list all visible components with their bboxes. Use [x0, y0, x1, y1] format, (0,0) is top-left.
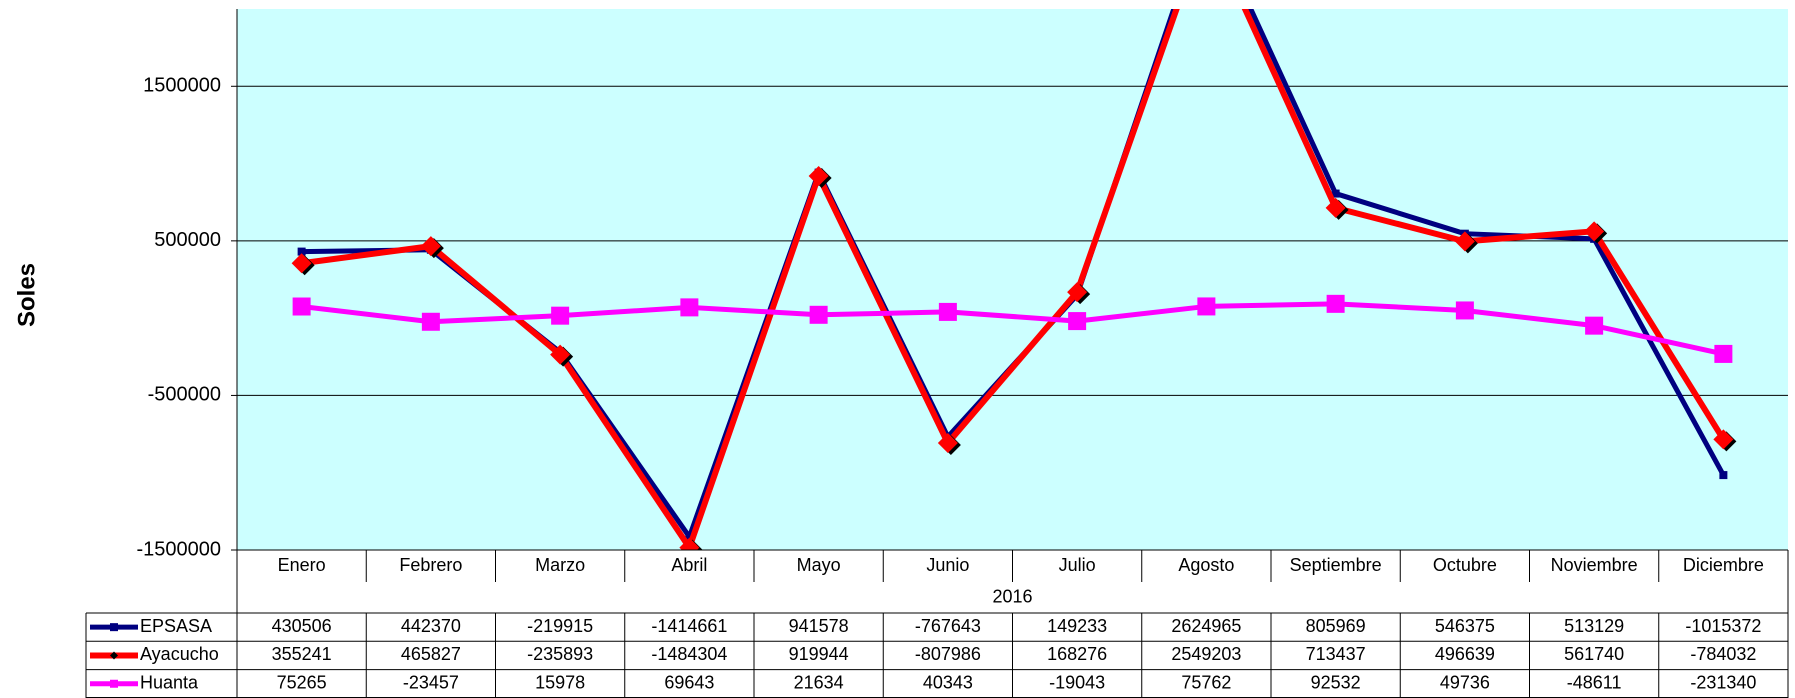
marker: [809, 305, 828, 324]
table-value: 442370: [401, 616, 461, 636]
marker: [938, 302, 957, 321]
table-value: -807986: [915, 644, 981, 664]
table-value: 69643: [664, 673, 714, 693]
table-value: -23457: [403, 673, 459, 693]
marker: [680, 298, 699, 317]
table-value: 75265: [277, 673, 327, 693]
marker: [1719, 471, 1728, 480]
x-group-label: 2016: [992, 586, 1032, 606]
x-tick-label: Agosto: [1178, 555, 1234, 575]
marker: [679, 537, 700, 550]
x-tick-label: Septiembre: [1290, 555, 1382, 575]
marker: [1455, 301, 1474, 320]
marker: [937, 433, 958, 454]
series-line: [301, 9, 1726, 550]
marker: [1713, 429, 1734, 450]
table-value: -231340: [1690, 673, 1756, 693]
y-tick-label: -500000: [148, 384, 221, 406]
table-value: 21634: [794, 673, 844, 693]
x-tick-label: Mayo: [797, 555, 841, 575]
x-tick-label: Enero: [278, 555, 326, 575]
legend-marker: [110, 679, 118, 688]
x-tick-label: Junio: [926, 555, 969, 575]
table-value: 561740: [1564, 644, 1624, 664]
legend-marker: [110, 651, 118, 660]
table-value: 92532: [1311, 673, 1361, 693]
marker: [1197, 297, 1216, 316]
table-value: 168276: [1047, 644, 1107, 664]
table-value: 805969: [1306, 616, 1366, 636]
marker: [292, 297, 311, 316]
x-tick-label: Abril: [671, 555, 707, 575]
x-tick-label: Noviembre: [1551, 555, 1638, 575]
table-value: 430506: [272, 616, 332, 636]
table-value: 75762: [1181, 673, 1231, 693]
y-axis-label: Soles: [13, 263, 40, 327]
table-value: 149233: [1047, 616, 1107, 636]
marker: [297, 247, 306, 256]
table-value: 355241: [272, 644, 332, 664]
marker: [1331, 189, 1340, 198]
marker: [1584, 221, 1605, 242]
x-tick-label: Marzo: [535, 555, 585, 575]
table-value: 496639: [1435, 644, 1495, 664]
y-tick-label: -1500000: [136, 538, 221, 560]
table-value: -1414661: [651, 616, 727, 636]
table-value: 15978: [535, 673, 585, 693]
table-value: -19043: [1049, 673, 1105, 693]
table-value: 546375: [1435, 616, 1495, 636]
table-value: 465827: [401, 644, 461, 664]
marker: [551, 306, 570, 325]
table-value: -1484304: [651, 644, 727, 664]
table-value: 2549203: [1171, 644, 1241, 664]
series-line: [301, 301, 1724, 357]
table-value: -235893: [527, 644, 593, 664]
marker: [421, 312, 440, 331]
table-value: -767643: [915, 616, 981, 636]
marker: [420, 236, 441, 257]
y-tick-label: 1500000: [143, 75, 221, 97]
table-value: -1015372: [1685, 616, 1761, 636]
table-value: 2624965: [1171, 616, 1241, 636]
marker: [1585, 316, 1604, 335]
x-tick-label: Julio: [1059, 555, 1096, 575]
table-value: 713437: [1306, 644, 1366, 664]
marker: [1067, 282, 1088, 303]
marker: [685, 532, 694, 541]
legend-marker: [110, 623, 118, 632]
table-value: 49736: [1440, 673, 1490, 693]
marker: [550, 344, 571, 365]
x-tick-label: Febrero: [399, 555, 462, 575]
marker: [1325, 197, 1346, 218]
y-tick-label: 500000: [154, 229, 221, 251]
table-value: 40343: [923, 673, 973, 693]
table-value: 919944: [789, 644, 849, 664]
marker: [1454, 231, 1475, 252]
marker: [1714, 344, 1733, 363]
table-value: 941578: [789, 616, 849, 636]
table-value: -784032: [1690, 644, 1756, 664]
plot-area: [237, 9, 1788, 550]
legend-label: EPSASA: [140, 616, 212, 636]
legend-label: Ayacucho: [140, 644, 219, 664]
x-tick-label: Octubre: [1433, 555, 1497, 575]
marker: [1068, 312, 1087, 331]
marker: [291, 253, 312, 274]
table-value: -48611: [1567, 673, 1622, 693]
marker: [808, 165, 829, 186]
table-value: -219915: [527, 616, 593, 636]
x-tick-label: Diciembre: [1683, 555, 1764, 575]
table-value: 513129: [1564, 616, 1624, 636]
marker: [1326, 294, 1345, 313]
legend-label: Huanta: [140, 673, 199, 693]
